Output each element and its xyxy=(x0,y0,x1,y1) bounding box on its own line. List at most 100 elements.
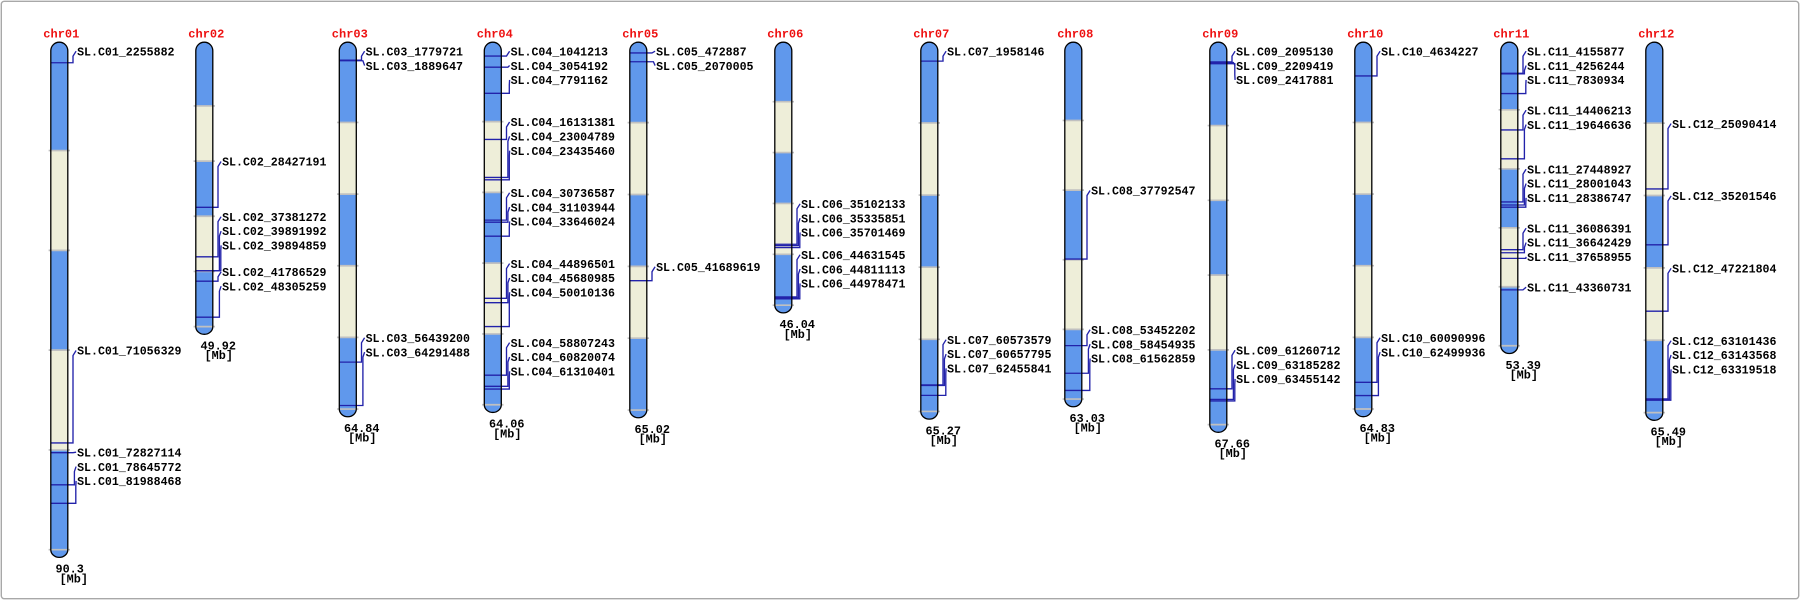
svg-text:SL.C10_4634227: SL.C10_4634227 xyxy=(1381,46,1478,59)
svg-text:SL.C12_63143568: SL.C12_63143568 xyxy=(1672,350,1776,363)
svg-text:chr01: chr01 xyxy=(43,28,79,42)
svg-text:SL.C09_61260712: SL.C09_61260712 xyxy=(1236,345,1340,358)
svg-text:chr08: chr08 xyxy=(1057,28,1093,42)
svg-text:[Mb]: [Mb] xyxy=(205,349,233,363)
svg-text:SL.C01_71056329: SL.C01_71056329 xyxy=(77,346,181,359)
svg-text:SL.C07_62455841: SL.C07_62455841 xyxy=(947,364,1051,377)
svg-text:SL.C08_37792547: SL.C08_37792547 xyxy=(1091,186,1195,199)
svg-text:SL.C04_31103944: SL.C04_31103944 xyxy=(511,202,615,215)
svg-text:SL.C04_30736587: SL.C04_30736587 xyxy=(511,188,615,201)
svg-text:SL.C12_35201546: SL.C12_35201546 xyxy=(1672,191,1776,204)
svg-text:SL.C07_60657795: SL.C07_60657795 xyxy=(947,349,1051,362)
svg-text:90.3: 90.3 xyxy=(56,563,84,577)
svg-text:SL.C06_35335851: SL.C06_35335851 xyxy=(801,213,905,226)
svg-text:65.02: 65.02 xyxy=(635,423,670,437)
svg-text:SL.C09_2417881: SL.C09_2417881 xyxy=(1236,75,1333,88)
svg-text:[Mb]: [Mb] xyxy=(930,434,958,448)
svg-text:SL.C03_56439200: SL.C03_56439200 xyxy=(366,333,470,346)
svg-text:[Mb]: [Mb] xyxy=(60,572,88,586)
svg-text:SL.C08_58454935: SL.C08_58454935 xyxy=(1091,339,1195,352)
svg-text:SL.C06_35102133: SL.C06_35102133 xyxy=(801,199,905,212)
svg-text:[Mb]: [Mb] xyxy=(1510,368,1538,382)
svg-text:SL.C09_2095130: SL.C09_2095130 xyxy=(1236,46,1333,59)
svg-text:SL.C11_4155877: SL.C11_4155877 xyxy=(1527,46,1624,59)
svg-text:SL.C04_44896501: SL.C04_44896501 xyxy=(511,259,615,272)
svg-text:SL.C02_39894859: SL.C02_39894859 xyxy=(222,241,326,254)
svg-text:49.92: 49.92 xyxy=(201,340,236,354)
svg-text:chr03: chr03 xyxy=(332,28,368,42)
svg-text:SL.C11_4256244: SL.C11_4256244 xyxy=(1527,61,1624,74)
svg-text:SL.C04_58807243: SL.C04_58807243 xyxy=(511,338,615,351)
svg-text:SL.C02_37381272: SL.C02_37381272 xyxy=(222,212,326,225)
svg-text:SL.C04_7791162: SL.C04_7791162 xyxy=(511,75,608,88)
svg-text:SL.C09_2209419: SL.C09_2209419 xyxy=(1236,61,1333,74)
svg-text:64.06: 64.06 xyxy=(489,418,524,432)
svg-text:SL.C04_60820074: SL.C04_60820074 xyxy=(511,352,615,365)
svg-text:[Mb]: [Mb] xyxy=(1219,447,1247,461)
svg-text:[Mb]: [Mb] xyxy=(639,433,667,447)
svg-text:53.39: 53.39 xyxy=(1506,359,1541,373)
svg-text:chr12: chr12 xyxy=(1638,28,1674,42)
svg-text:SL.C04_33646024: SL.C04_33646024 xyxy=(511,217,615,230)
svg-text:SL.C04_16131381: SL.C04_16131381 xyxy=(511,117,615,130)
svg-text:SL.C06_44631545: SL.C06_44631545 xyxy=(801,250,905,263)
svg-text:SL.C11_43360731: SL.C11_43360731 xyxy=(1527,282,1631,295)
svg-text:SL.C11_27448927: SL.C11_27448927 xyxy=(1527,164,1631,177)
svg-text:SL.C11_36642429: SL.C11_36642429 xyxy=(1527,238,1631,251)
svg-text:chr09: chr09 xyxy=(1202,28,1238,42)
svg-text:SL.C12_63101436: SL.C12_63101436 xyxy=(1672,336,1776,349)
svg-text:SL.C11_37658955: SL.C11_37658955 xyxy=(1527,252,1631,265)
svg-text:[Mb]: [Mb] xyxy=(493,427,521,441)
svg-text:SL.C07_60573579: SL.C07_60573579 xyxy=(947,335,1051,348)
svg-text:SL.C07_1958146: SL.C07_1958146 xyxy=(947,46,1044,59)
svg-text:SL.C06_35701469: SL.C06_35701469 xyxy=(801,228,905,241)
svg-text:65.27: 65.27 xyxy=(926,424,961,438)
svg-text:SL.C10_60090996: SL.C10_60090996 xyxy=(1381,333,1485,346)
svg-text:SL.C12_63319518: SL.C12_63319518 xyxy=(1672,365,1776,378)
svg-text:SL.C04_50010136: SL.C04_50010136 xyxy=(511,287,615,300)
svg-text:67.66: 67.66 xyxy=(1215,438,1250,452)
svg-text:SL.C04_45680985: SL.C04_45680985 xyxy=(511,273,615,286)
svg-text:SL.C04_3054192: SL.C04_3054192 xyxy=(511,61,608,74)
svg-text:SL.C09_63185282: SL.C09_63185282 xyxy=(1236,360,1340,373)
svg-text:63.03: 63.03 xyxy=(1070,412,1105,426)
svg-text:SL.C04_61310401: SL.C04_61310401 xyxy=(511,367,615,380)
svg-text:SL.C12_25090414: SL.C12_25090414 xyxy=(1672,119,1776,132)
svg-text:chr06: chr06 xyxy=(767,28,803,42)
svg-text:SL.C03_64291488: SL.C03_64291488 xyxy=(366,347,470,360)
svg-text:chr05: chr05 xyxy=(622,28,658,42)
svg-text:[Mb]: [Mb] xyxy=(348,432,376,446)
svg-text:SL.C08_53452202: SL.C08_53452202 xyxy=(1091,325,1195,338)
svg-text:SL.C10_62499936: SL.C10_62499936 xyxy=(1381,347,1485,360)
svg-text:SL.C11_36086391: SL.C11_36086391 xyxy=(1527,223,1631,236)
svg-text:SL.C12_47221804: SL.C12_47221804 xyxy=(1672,264,1776,277)
svg-text:SL.C02_48305259: SL.C02_48305259 xyxy=(222,281,326,294)
svg-text:SL.C01_72827114: SL.C01_72827114 xyxy=(77,447,181,460)
svg-text:64.83: 64.83 xyxy=(1360,422,1395,436)
svg-text:SL.C06_44978471: SL.C06_44978471 xyxy=(801,279,905,292)
svg-text:SL.C03_1779721: SL.C03_1779721 xyxy=(366,46,463,59)
svg-text:SL.C01_78645772: SL.C01_78645772 xyxy=(77,462,181,475)
svg-text:chr04: chr04 xyxy=(477,28,513,42)
svg-text:SL.C02_28427191: SL.C02_28427191 xyxy=(222,157,326,170)
svg-text:[Mb]: [Mb] xyxy=(1074,422,1102,436)
svg-text:SL.C02_39891992: SL.C02_39891992 xyxy=(222,226,326,239)
svg-text:SL.C04_23004789: SL.C04_23004789 xyxy=(511,132,615,145)
svg-text:chr11: chr11 xyxy=(1493,28,1529,42)
svg-text:SL.C11_28386747: SL.C11_28386747 xyxy=(1527,193,1631,206)
svg-text:SL.C05_2070005: SL.C05_2070005 xyxy=(656,61,753,74)
svg-text:SL.C06_44811113: SL.C06_44811113 xyxy=(801,264,905,277)
svg-text:46.04: 46.04 xyxy=(780,318,815,332)
svg-text:SL.C04_23435460: SL.C04_23435460 xyxy=(511,146,615,159)
svg-text:[Mb]: [Mb] xyxy=(1655,435,1683,449)
svg-text:SL.C02_41786529: SL.C02_41786529 xyxy=(222,267,326,280)
svg-text:SL.C01_2255882: SL.C01_2255882 xyxy=(77,46,174,59)
svg-text:65.49: 65.49 xyxy=(1651,426,1686,440)
svg-text:64.84: 64.84 xyxy=(344,422,379,436)
svg-text:SL.C09_63455142: SL.C09_63455142 xyxy=(1236,374,1340,387)
svg-text:chr02: chr02 xyxy=(188,28,224,42)
svg-text:chr07: chr07 xyxy=(913,28,949,42)
svg-text:SL.C03_1889647: SL.C03_1889647 xyxy=(366,61,463,74)
svg-text:SL.C11_7830934: SL.C11_7830934 xyxy=(1527,75,1624,88)
svg-text:SL.C11_14406213: SL.C11_14406213 xyxy=(1527,105,1631,118)
